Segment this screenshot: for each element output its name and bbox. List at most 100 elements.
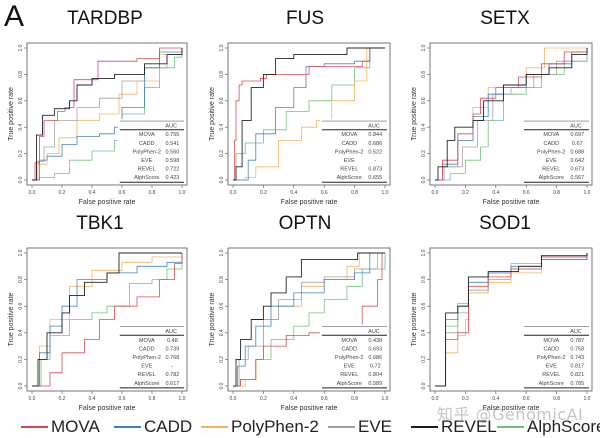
auc-method: CADD	[543, 141, 559, 147]
auc-method: REVEL	[138, 372, 156, 378]
y-tick-label: 0.0	[421, 176, 427, 183]
auc-method: AlphScore	[539, 175, 564, 181]
y-tick-label: 0.6	[18, 97, 24, 104]
auc-value: 0.567	[570, 175, 584, 181]
auc-method: CADD	[543, 346, 559, 352]
x-tick-label: 0.4	[290, 190, 297, 196]
x-tick-label: 0.0	[230, 190, 237, 196]
auc-method: AlphScore	[337, 175, 362, 181]
auc-method: MOVA	[543, 338, 559, 344]
auc-value: 0.782	[166, 372, 180, 378]
roc-line-alphscore	[32, 48, 183, 181]
x-tick-label: 0.8	[149, 396, 156, 402]
x-tick-label: 0.4	[89, 396, 96, 402]
y-tick-label: 0.6	[421, 303, 427, 310]
auc-value: 0.755	[166, 132, 180, 138]
legend-swatch	[201, 426, 228, 428]
roc-line-cadd	[233, 47, 385, 181]
roc-line-eve	[32, 48, 183, 181]
auc-method: AlphScore	[539, 381, 564, 387]
legend-item-mova: MOVA	[21, 417, 100, 437]
y-tick-label: 0.4	[421, 124, 427, 131]
auc-value: 0.739	[166, 346, 180, 352]
auc-value: 0.642	[570, 158, 584, 164]
legend-item-polyphen-2: PolyPhen-2	[201, 417, 319, 437]
y-tick-label: 0.0	[421, 382, 427, 389]
auc-value: 0.743	[570, 355, 584, 361]
plot-frame	[227, 247, 391, 392]
y-tick-label: 1.0	[219, 249, 225, 256]
y-tick-label: 0.2	[18, 150, 24, 157]
auc-value: 0.722	[166, 167, 180, 173]
auc-method: MOVA	[139, 132, 155, 138]
auc-method: REVEL	[340, 372, 358, 378]
x-tick-label: 0.2	[260, 396, 267, 402]
x-tick-label: 1.0	[179, 190, 186, 196]
auc-method: EVE	[344, 158, 355, 164]
y-tick-label: 0.6	[421, 97, 427, 104]
x-tick-label: 0.0	[29, 190, 36, 196]
auc-method: MOVA	[543, 132, 559, 138]
auc-value: 0.768	[166, 355, 180, 361]
y-axis-label: True positive rate	[411, 292, 418, 346]
auc-value: 0.541	[166, 141, 180, 147]
auc-value: 0.758	[570, 346, 584, 352]
auc-method: MOVA	[341, 132, 357, 138]
x-axis-label: False positive rate	[79, 405, 136, 412]
y-tick-label: 1.0	[18, 44, 24, 51]
x-tick-label: 0.8	[351, 396, 358, 402]
x-tick-label: 0.4	[290, 396, 297, 402]
legend-label: AlphScore	[527, 417, 600, 436]
x-tick-label: 0.2	[462, 190, 469, 196]
y-tick-label: 0.4	[18, 329, 24, 336]
auc-value: 0.697	[570, 132, 584, 138]
x-axis-label: False positive rate	[79, 199, 136, 206]
auc-value: 0.817	[570, 364, 584, 370]
x-tick-label: 1.0	[584, 190, 591, 196]
y-tick-label: 0.2	[421, 150, 427, 157]
auc-value: 0.67	[572, 141, 583, 147]
auc-table: AUC MOVA 0.438 CADD 0.693 PolyPhen-2 0.686 EVE 0…	[319, 324, 389, 389]
auc-method: PolyPhen-2	[335, 355, 363, 361]
panel-title: SOD1	[479, 213, 531, 234]
auc-method: EVE	[546, 364, 557, 370]
x-tick-label: 0.6	[321, 190, 328, 196]
roc-line-revel	[435, 48, 588, 181]
roc-line-revel	[32, 252, 182, 387]
roc-line-alphscore	[435, 48, 588, 181]
auc-method: PolyPhen-2	[537, 355, 565, 361]
roc-line-cadd	[233, 252, 385, 387]
roc-line-polyphen-2	[32, 48, 183, 181]
legend-item-revel: REVEL	[411, 417, 497, 437]
auc-table: AUC MOVA 0.755 CADD 0.541 PolyPhen-2 0.560 EVE 0…	[117, 119, 186, 184]
y-tick-label: 0.6	[18, 303, 24, 310]
legend-swatch	[411, 426, 438, 428]
y-tick-label: 0.6	[219, 97, 225, 104]
roc-line-revel	[233, 252, 385, 387]
x-axis-label: False positive rate	[281, 199, 338, 206]
plot-frame	[429, 247, 593, 392]
x-tick-label: 1.0	[382, 396, 389, 402]
roc-panel-sod1: SOD1 0.0 0.2 0.4 0.6 0.8 1.0 0.0 0.2 0.4 0.6 0.8 1.0…	[411, 213, 593, 412]
y-axis-label: True positive rate	[8, 292, 15, 346]
roc-panel-optn: OPTN 0.0 0.2 0.4 0.6 0.8 1.0 0.0 0.2 0.4 0.6 0.8 1.0…	[209, 213, 391, 412]
auc-method: MOVA	[139, 338, 155, 344]
y-tick-label: 0.4	[219, 124, 225, 131]
auc-method: CADD	[139, 346, 155, 352]
roc-line-cadd	[32, 253, 183, 387]
plot-frame	[26, 247, 188, 392]
legend-swatch	[497, 426, 524, 428]
panel-title: OPTN	[279, 213, 332, 234]
auc-value: 0.804	[368, 372, 382, 378]
auc-method: REVEL	[542, 167, 560, 173]
y-tick-label: 0.2	[18, 356, 24, 363]
roc-line-revel	[32, 48, 183, 181]
y-tick-label: 0.4	[421, 329, 427, 336]
y-axis-label: True positive rate	[411, 87, 418, 141]
x-tick-label: 1.0	[584, 396, 591, 402]
y-axis-label: True positive rate	[209, 292, 216, 346]
auc-header: AUC	[165, 124, 177, 130]
auc-header: AUC	[570, 329, 582, 335]
watermark: 知乎 @GenomicAI	[437, 405, 584, 424]
